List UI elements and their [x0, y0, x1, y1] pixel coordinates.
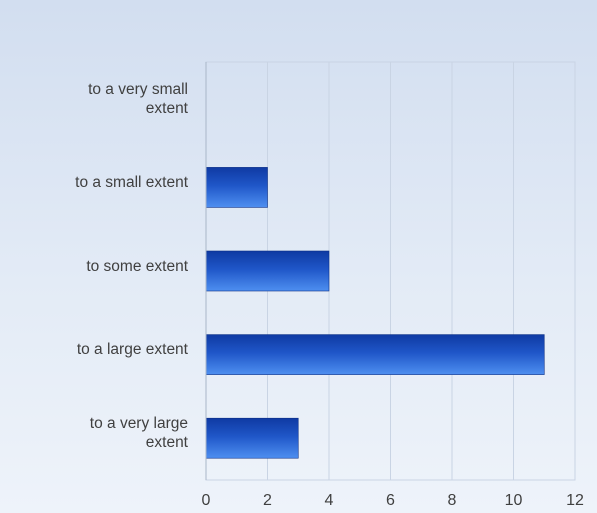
- bar: [205, 250, 330, 292]
- category-label: to a very large extent: [0, 414, 188, 452]
- category-label-line: to a very large: [89, 415, 188, 433]
- category-label-line: to some extent: [86, 257, 188, 275]
- category-label: to some extent: [0, 257, 188, 276]
- x-tick-label: 8: [447, 492, 457, 509]
- category-label: to a large extent: [0, 340, 188, 359]
- bars: [205, 167, 545, 459]
- category-label-line: extent: [145, 99, 188, 117]
- x-tick-label: 12: [566, 492, 584, 509]
- category-label: to a small extent: [0, 173, 188, 192]
- bar: [205, 167, 268, 208]
- gridlines: [267, 62, 514, 480]
- bar: [205, 417, 299, 459]
- category-label: to a very small extent: [0, 80, 188, 118]
- category-label-line: to a very small: [88, 80, 188, 98]
- category-label-line: to a small extent: [75, 173, 188, 191]
- x-tick-label: 2: [263, 492, 272, 509]
- x-tick-label: 10: [504, 492, 523, 509]
- category-label-line: extent: [145, 434, 188, 452]
- x-tick-label: 4: [324, 492, 334, 509]
- bar: [205, 334, 545, 375]
- x-tick-label: 6: [386, 492, 395, 509]
- category-label-line: to a large extent: [76, 341, 188, 359]
- x-tick-label: 0: [201, 492, 211, 509]
